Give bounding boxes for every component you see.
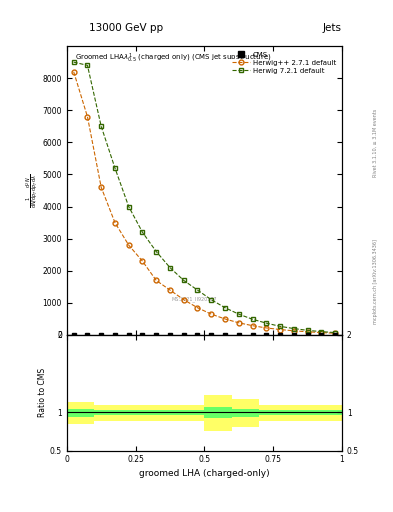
Y-axis label: Ratio to CMS: Ratio to CMS [38,368,47,417]
Bar [232,399,259,428]
Bar [314,405,342,421]
Bar [149,405,177,421]
Legend: CMS, Herwig++ 2.7.1 default, Herwig 7.2.1 default: CMS, Herwig++ 2.7.1 default, Herwig 7.2.… [230,50,338,76]
Text: Rivet 3.1.10, ≥ 3.1M events: Rivet 3.1.10, ≥ 3.1M events [373,109,378,178]
Bar [122,405,149,421]
Bar [204,395,232,431]
Bar [94,405,122,421]
Bar [287,411,314,415]
Text: 13000 GeV pp: 13000 GeV pp [89,23,163,33]
Bar [259,411,287,415]
Bar [259,405,287,421]
Bar [67,409,94,417]
Bar [314,411,342,415]
Bar [67,402,94,424]
Bar [177,411,204,415]
Bar [149,411,177,415]
Y-axis label: $\frac{1}{\mathrm{d}N/\mathrm{d}p_{T}} \frac{\mathrm{d}^{2}N}{\mathrm{d}p_{T}\ma: $\frac{1}{\mathrm{d}N/\mathrm{d}p_{T}} \… [25,174,41,208]
X-axis label: groomed LHA (charged-only): groomed LHA (charged-only) [139,468,270,478]
Bar [287,405,314,421]
Text: mcplots.cern.ch [arXiv:1306.3436]: mcplots.cern.ch [arXiv:1306.3436] [373,239,378,324]
Bar [204,408,232,418]
Text: Jets: Jets [323,23,342,33]
Bar [177,405,204,421]
Bar [94,411,122,415]
Text: Groomed LHA$\lambda^{1}_{0.5}$ (charged only) (CMS jet substructure): Groomed LHA$\lambda^{1}_{0.5}$ (charged … [75,52,272,65]
Text: MS:2021_II920187: MS:2021_II920187 [171,296,217,302]
Bar [232,409,259,417]
Bar [122,411,149,415]
